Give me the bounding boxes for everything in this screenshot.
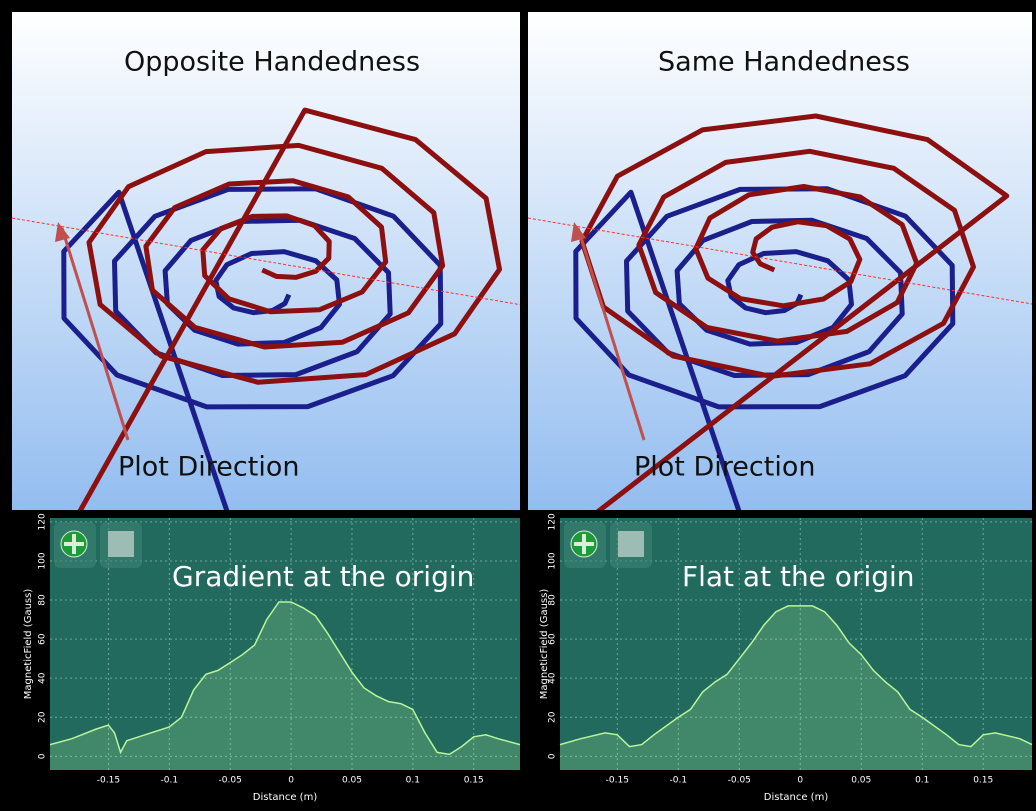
x-tick-label: 0 <box>288 776 294 786</box>
coil-render <box>528 113 1032 510</box>
y-tick-label: 100 <box>38 552 48 569</box>
select-icon <box>618 531 644 557</box>
panel-title: Opposite Handedness <box>124 47 420 78</box>
y-tick-label: 40 <box>38 672 48 684</box>
direction-arrow <box>60 227 130 441</box>
blue-coil <box>61 186 444 510</box>
y-axis-label: MagneticField (Gauss) <box>539 589 550 700</box>
y-tick-label: 20 <box>38 711 48 723</box>
pan-cross <box>64 534 84 554</box>
y-tick-label: 120 <box>38 513 48 530</box>
y-tick-label: 120 <box>548 513 558 530</box>
data-line <box>49 601 521 756</box>
y-tick-label: 60 <box>38 633 48 645</box>
y-axis-label: MagneticField (Gauss) <box>23 589 34 700</box>
y-tick-label: 20 <box>548 711 558 723</box>
select-icon <box>108 531 134 557</box>
x-tick-label: 0.15 <box>973 776 993 786</box>
pan-cross <box>574 534 594 554</box>
plot-axis-line <box>12 217 520 306</box>
x-tick-label: 0.05 <box>342 776 362 786</box>
x-tick-label: 0.05 <box>851 776 871 786</box>
chart-annotation: Gradient at the origin <box>172 560 474 593</box>
y-tick-label: 0 <box>38 753 48 759</box>
y-tick-label: 100 <box>548 552 558 569</box>
y-tick-label: 80 <box>38 594 48 606</box>
area-fill <box>560 605 1032 770</box>
red-coil <box>77 107 502 510</box>
x-tick-label: -0.1 <box>161 776 179 786</box>
red-coil <box>579 113 1010 510</box>
blue-coil <box>573 186 956 510</box>
x-axis-label: Distance (m) <box>253 792 318 803</box>
x-tick-label: 0.1 <box>915 776 929 786</box>
direction-arrow <box>576 227 646 441</box>
x-tick-label: -0.05 <box>219 776 242 786</box>
arrow-head <box>571 222 586 242</box>
arrow-head <box>55 222 70 242</box>
x-tick-label: 0 <box>797 776 803 786</box>
x-tick-label: -0.15 <box>606 776 629 786</box>
y-tick-label: 40 <box>548 672 558 684</box>
annotation: Plot Direction <box>118 452 299 483</box>
panel-title: Same Handedness <box>658 47 910 78</box>
y-tick-label: 80 <box>548 594 558 606</box>
plot-axis-line <box>528 217 1032 305</box>
x-tick-label: 0.1 <box>406 776 420 786</box>
y-tick-label: 0 <box>548 753 558 759</box>
x-tick-label: -0.15 <box>97 776 120 786</box>
x-tick-label: 0.15 <box>464 776 484 786</box>
x-tick-label: -0.05 <box>728 776 751 786</box>
x-tick-label: -0.1 <box>670 776 688 786</box>
x-axis-label: Distance (m) <box>764 792 829 803</box>
coil-render <box>12 107 520 510</box>
y-tick-label: 60 <box>548 633 558 645</box>
chart-annotation: Flat at the origin <box>682 560 915 593</box>
annotation: Plot Direction <box>634 452 815 483</box>
data-line <box>559 605 1033 748</box>
